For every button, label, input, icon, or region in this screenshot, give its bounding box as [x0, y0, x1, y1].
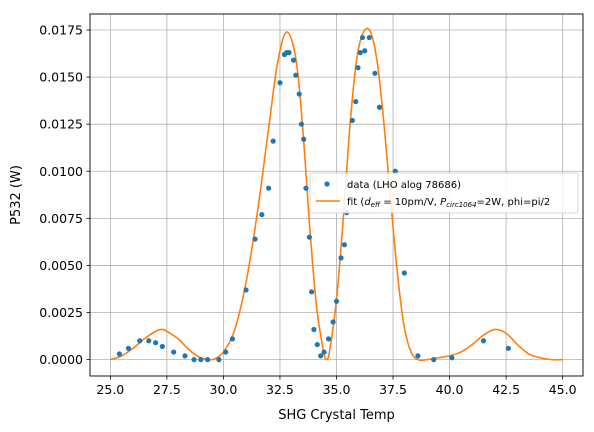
data-point — [366, 34, 372, 41]
legend: data (LHO alog 78686) fit (deff = 10pm/V… — [309, 172, 579, 214]
data-point — [357, 50, 363, 56]
grid — [90, 14, 583, 376]
data-point — [296, 91, 302, 97]
data-points — [116, 34, 511, 363]
y-axis-label: P532 (W) — [9, 165, 24, 225]
data-point — [223, 349, 229, 355]
data-point — [392, 168, 398, 174]
data-point — [303, 185, 309, 191]
data-point — [333, 298, 340, 304]
data-point — [137, 338, 143, 344]
data-point — [325, 336, 332, 342]
data-point — [290, 57, 297, 63]
y-tick-label: 0.0025 — [39, 305, 83, 320]
data-point — [353, 98, 359, 105]
data-point — [125, 345, 132, 351]
data-point — [152, 340, 159, 346]
data-point — [415, 353, 421, 359]
data-point — [301, 136, 307, 142]
data-point — [341, 242, 348, 248]
y-tick-label: 0.0100 — [39, 164, 83, 179]
data-point — [318, 353, 324, 359]
legend-fit-d-sub: eff — [371, 201, 381, 209]
data-point — [401, 270, 407, 276]
data-point — [191, 357, 197, 363]
data-point — [229, 336, 236, 342]
x-axis-label: SHG Crystal Temp — [278, 408, 395, 423]
data-point — [321, 349, 327, 355]
x-tick-label: 40.0 — [436, 382, 464, 397]
data-point — [198, 357, 204, 363]
data-point — [146, 338, 152, 344]
data-point — [314, 341, 320, 348]
data-point — [372, 70, 378, 76]
y-tick-label: 0.0050 — [39, 258, 83, 273]
legend-data-marker — [324, 181, 330, 187]
data-point — [116, 351, 122, 357]
data-point — [159, 343, 165, 350]
legend-fit-p: P — [440, 197, 447, 208]
data-point — [182, 353, 188, 359]
y-tick-label: 0.0000 — [39, 352, 83, 367]
legend-fit-tail: =2W, phi=pi/2 — [477, 197, 551, 208]
legend-fit-d: d — [364, 197, 371, 208]
x-tick-label: 37.5 — [379, 382, 407, 397]
data-point — [431, 357, 437, 363]
y-ticks: 0.0000 0.0025 0.0050 0.0075 0.0100 0.0125 0.01… — [39, 23, 90, 367]
data-point — [252, 236, 258, 242]
data-point — [359, 34, 366, 41]
y-tick-label: 0.0150 — [39, 70, 83, 85]
data-point — [480, 338, 487, 344]
x-tick-label: 45.0 — [549, 382, 577, 397]
x-ticks: 25.0 27.5 30.0 32.5 35.0 37.5 40.0 42.5 45.0 — [96, 376, 577, 397]
x-tick-label: 32.5 — [266, 382, 294, 397]
data-point — [259, 211, 265, 218]
data-point — [270, 138, 276, 144]
x-tick-label: 35.0 — [323, 382, 351, 397]
data-point — [266, 185, 272, 191]
data-point — [362, 48, 368, 54]
data-point — [293, 72, 299, 78]
data-point — [286, 50, 292, 56]
data-point — [349, 117, 355, 124]
data-point — [171, 349, 177, 355]
legend-fit-mid: = 10pm/V, — [380, 197, 440, 208]
x-tick-label: 27.5 — [153, 382, 181, 397]
data-point — [330, 319, 336, 325]
data-point — [311, 326, 317, 333]
legend-box — [309, 172, 579, 214]
y-tick-label: 0.0075 — [39, 211, 83, 226]
x-tick-label: 42.5 — [492, 382, 520, 397]
data-point — [376, 104, 383, 110]
legend-fit-label: fit (deff = 10pm/V, Pcirc1064=2W, phi=pi… — [347, 197, 550, 209]
x-tick-label: 30.0 — [210, 382, 238, 397]
data-point — [449, 355, 455, 361]
data-point — [204, 357, 211, 363]
data-point — [298, 121, 305, 127]
data-point — [505, 345, 511, 351]
y-tick-label: 0.0175 — [39, 23, 83, 38]
data-point — [355, 65, 361, 71]
x-tick-label: 25.0 — [96, 382, 124, 397]
data-point — [306, 234, 312, 240]
y-tick-label: 0.0125 — [39, 117, 83, 132]
data-point — [277, 80, 283, 86]
data-point — [309, 289, 315, 295]
data-point — [338, 255, 344, 261]
legend-fit-prefix: fit ( — [347, 197, 364, 208]
data-point — [243, 287, 249, 293]
legend-data-label: data (LHO alog 78686) — [347, 180, 461, 191]
data-point — [216, 357, 222, 363]
legend-fit-p-sub: circ1064 — [446, 201, 476, 209]
